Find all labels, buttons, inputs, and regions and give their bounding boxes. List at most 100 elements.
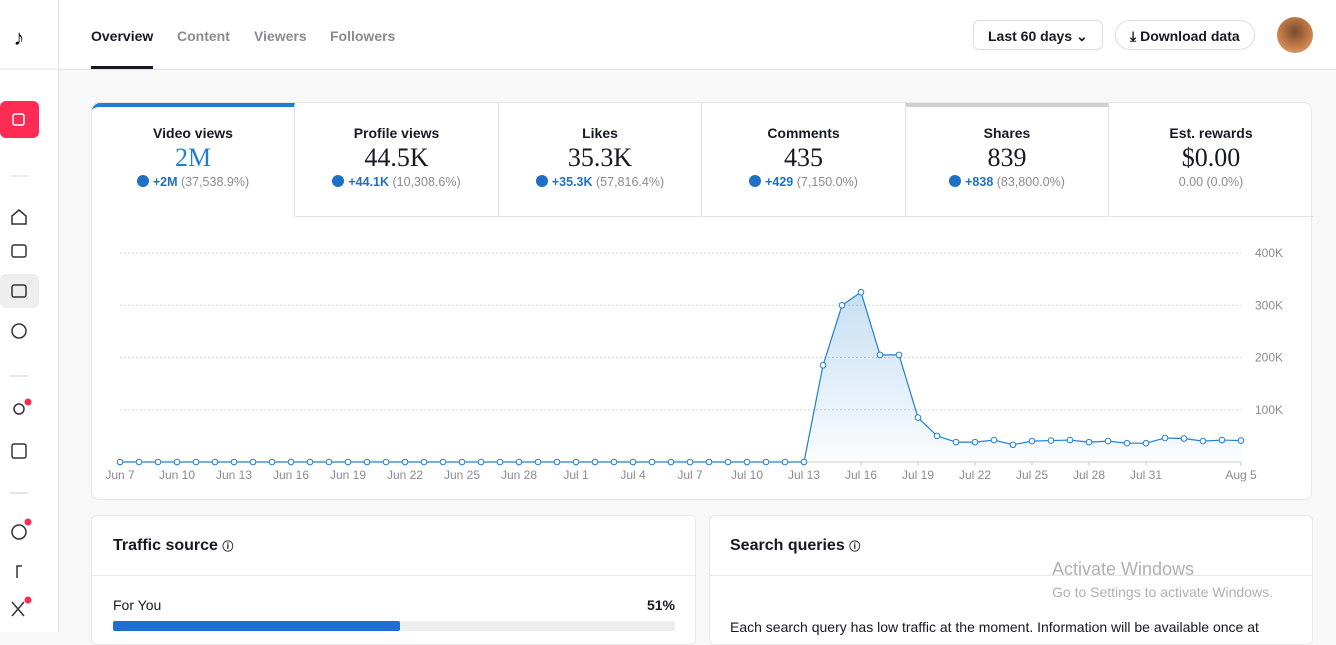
svg-text:♪: ♪: [14, 25, 25, 50]
point: [325, 458, 333, 466]
metric-value: 35.3K: [567, 143, 633, 172]
x-tick-label: Jul 31: [1130, 468, 1162, 482]
x-tick-label: Jun 13: [216, 468, 252, 482]
point: [249, 458, 257, 466]
metric-value: 839: [987, 143, 1027, 172]
point: [401, 458, 409, 466]
metric-change-value: +35.3K: [551, 175, 593, 189]
point: [154, 458, 162, 466]
date-range-label: Last 60 days: [988, 28, 1073, 44]
x-tick-label: Jul 19: [902, 468, 934, 482]
x-tick-label: Jul 16: [845, 468, 877, 482]
traffic-percent: 51%: [646, 597, 675, 613]
search-text: Each search query has low traffic at the…: [730, 619, 1259, 635]
x-tick-label: Aug 5: [1225, 468, 1257, 482]
top-bar: Overview Content Viewers Followers Last 60 …: [59, 0, 1336, 70]
download-button[interactable]: ⤓ Download data: [1115, 20, 1255, 50]
point: [648, 458, 656, 466]
point: [819, 362, 827, 369]
point: [344, 458, 352, 466]
activation-title: Activate Windows: [1052, 559, 1195, 579]
point: [762, 458, 770, 466]
metric-label: Likes: [582, 125, 618, 141]
point: [914, 414, 922, 421]
metric-value: 435: [784, 143, 823, 172]
metric-change: +44.1K (10,308.6%): [296, 175, 498, 189]
metric-card[interactable]: Est. rewards $0.00 0.00 (0.0%): [1109, 103, 1313, 217]
x-tick-label: Jul 13: [788, 468, 820, 482]
point: [724, 458, 732, 466]
point: [439, 458, 447, 466]
metric-change-percent: (83,800.0%): [996, 175, 1065, 189]
up-icon: [535, 175, 548, 187]
date-range-button[interactable]: Last 60 days ⌄: [973, 20, 1103, 50]
metric-card[interactable]: Profile views 44.5K +44.1K (10,308.6%): [295, 103, 499, 217]
x-tick-label: Jul 28: [1073, 468, 1105, 482]
point: [553, 458, 561, 466]
metric-card[interactable]: Comments 435 +429 (7,150.0%): [702, 103, 906, 217]
point: [287, 458, 295, 466]
point: [971, 438, 979, 446]
x-tick-label: Jun 22: [387, 468, 423, 482]
metric-change-percent: (10,308.6%): [392, 175, 461, 189]
point: [572, 458, 580, 466]
point: [781, 458, 789, 466]
point: [838, 301, 846, 309]
y-tick-label: 100K: [1255, 403, 1283, 417]
nav-tab[interactable]: Content: [177, 28, 230, 44]
active-tab-indicator: [91, 66, 153, 69]
nav-tab[interactable]: Overview: [91, 28, 154, 44]
metric-label: Video views: [153, 125, 233, 141]
up-icon: [136, 175, 149, 187]
metric-card[interactable]: Shares 839 +838 (83,800.0%): [906, 103, 1109, 217]
metric-change-percent: (37,538.9%): [181, 175, 250, 189]
point: [610, 458, 618, 466]
metric-value: 44.5K: [364, 143, 429, 172]
point: [116, 458, 124, 466]
point: [1104, 437, 1112, 445]
avatar[interactable]: [1277, 17, 1313, 53]
point: [306, 458, 314, 466]
line: [120, 291, 1242, 463]
x-tick-label: Jun 28: [501, 468, 537, 482]
point: [1199, 437, 1207, 445]
point: [363, 458, 371, 466]
metric-change-percent: (7,150.0%): [796, 175, 858, 189]
traffic-card: Traffic source ⓘ For You 51%: [91, 515, 696, 645]
point: [743, 458, 751, 466]
metric-change: 0.00 (0.0%): [1110, 175, 1313, 189]
metric-value: $0.00: [1181, 143, 1241, 172]
nav-tab[interactable]: Viewers: [254, 28, 307, 44]
metric-label: Shares: [983, 125, 1031, 141]
point: [515, 458, 523, 466]
metric-card[interactable]: Likes 35.3K +35.3K (57,816.4%): [499, 103, 702, 217]
metric-change-percent: 0.00 (0.0%): [1178, 175, 1244, 189]
download-label: Download data: [1140, 28, 1240, 44]
x-tick-label: Jul 22: [959, 468, 991, 482]
x-tick-label: Jul 1: [563, 468, 589, 482]
traffic-title: Traffic source: [113, 537, 218, 554]
search-title: Search queries: [730, 537, 845, 554]
metric-change: +838 (83,800.0%): [906, 175, 1108, 189]
x-tick-label: Jul 7: [677, 468, 703, 482]
point: [895, 351, 903, 359]
nav-tab[interactable]: Followers: [330, 28, 396, 44]
point: [192, 458, 200, 466]
point: [800, 458, 808, 466]
point: [952, 438, 960, 446]
point: [458, 458, 466, 466]
point: [1123, 439, 1131, 447]
traffic-bar: [113, 621, 400, 631]
point: [876, 351, 884, 359]
x-tick-label: Jun 10: [159, 468, 195, 482]
traffic-name: For You: [113, 597, 162, 613]
metric-card[interactable]: Video views 2M +2M (37,538.9%): [92, 103, 295, 217]
x-tick-label: Jul 25: [1016, 468, 1048, 482]
point: [990, 436, 998, 444]
x-tick-label: Jun 16: [273, 468, 309, 482]
x-tick-label: Jul 4: [620, 468, 646, 482]
point: [1218, 436, 1226, 444]
point: [1047, 437, 1055, 444]
search-card: Search queries ⓘ Each search query has l…: [709, 515, 1313, 645]
